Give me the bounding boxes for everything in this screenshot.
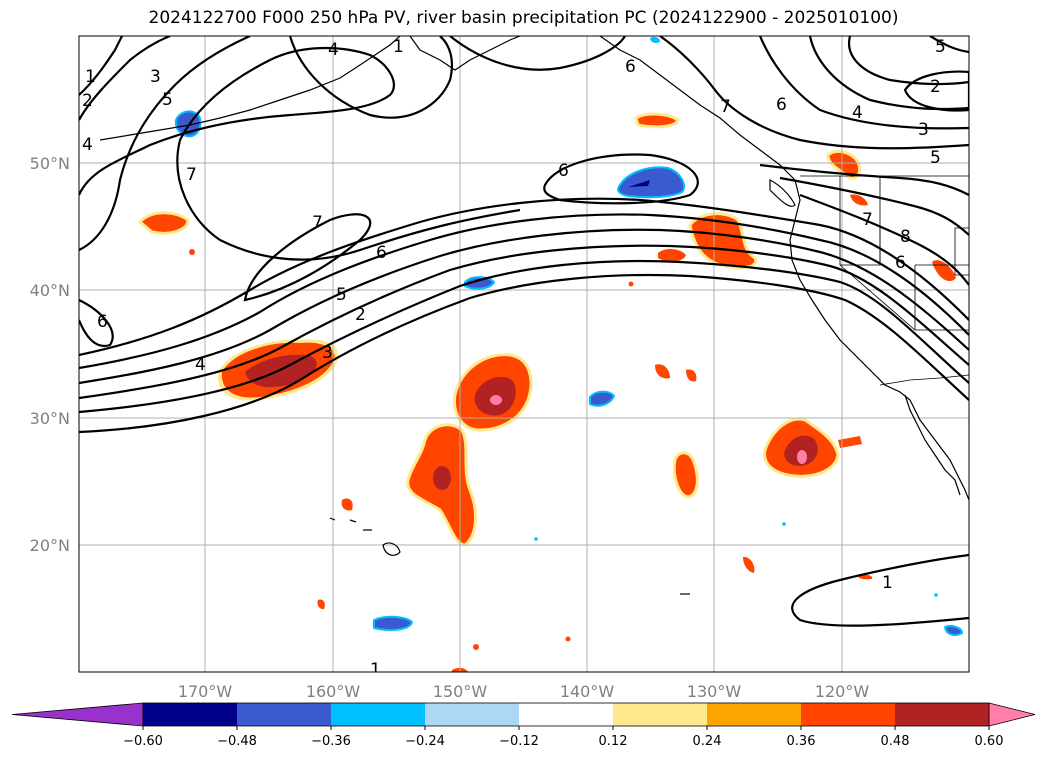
colorbar-tick-label: −0.24 bbox=[405, 734, 445, 749]
colorbar-segment bbox=[707, 703, 802, 726]
lon-label: 170°W bbox=[178, 682, 233, 701]
contour-label: 3 bbox=[918, 120, 929, 140]
lon-label: 160°W bbox=[306, 682, 361, 701]
colorbar-tick-label: −0.48 bbox=[217, 734, 257, 749]
map-content: 3 4 2 5 6 7 6 7 6 3 1 2 5 4 5 2 4 3 5 6 … bbox=[79, 36, 969, 680]
contour-label: 5 bbox=[930, 148, 941, 168]
colorbar-tick-label: −0.36 bbox=[311, 734, 351, 749]
lon-label: 130°W bbox=[687, 682, 742, 701]
contour-label: 7 bbox=[186, 165, 197, 185]
colorbar-tick-label: 0.12 bbox=[599, 734, 628, 749]
colorbar-extend-high bbox=[988, 702, 1036, 727]
contour-label: 5 bbox=[935, 37, 946, 57]
contour-label: 4 bbox=[195, 355, 206, 375]
contour-label: 1 bbox=[882, 573, 893, 593]
contour-label: 5 bbox=[336, 285, 347, 305]
colorbar-segment bbox=[801, 703, 896, 726]
colorbar-tick-label: 0.36 bbox=[787, 734, 816, 749]
lon-label: 150°W bbox=[433, 682, 488, 701]
lat-label: 50°N bbox=[30, 154, 70, 173]
gridlines bbox=[79, 36, 969, 672]
map-background bbox=[79, 36, 969, 672]
lat-label: 20°N bbox=[30, 536, 70, 555]
contour-label: 4 bbox=[852, 103, 863, 123]
colorbar-segment bbox=[331, 703, 426, 726]
contour-label: 4 bbox=[328, 40, 339, 60]
colorbar-tick-label: 0.60 bbox=[975, 734, 1004, 749]
longitude-labels: 170°W 160°W 150°W 140°W 130°W 120°W bbox=[178, 682, 870, 701]
contour-label: 6 bbox=[558, 161, 569, 181]
colorbar-segment bbox=[425, 703, 520, 726]
contour-label: 7 bbox=[720, 97, 731, 117]
contour-label: 7 bbox=[312, 213, 323, 233]
contour-label: 1 bbox=[393, 37, 404, 57]
contour-label: 6 bbox=[776, 95, 787, 115]
contour-label: 2 bbox=[355, 305, 366, 325]
contour-label: 8 bbox=[900, 227, 911, 247]
pv-contours bbox=[79, 36, 969, 627]
contour-label: 3 bbox=[322, 343, 333, 363]
contour-label: 5 bbox=[162, 90, 173, 110]
contour-label: 1 bbox=[370, 660, 381, 680]
latitude-labels: 50°N 40°N 30°N 20°N bbox=[30, 154, 70, 555]
contour-label: 6 bbox=[97, 312, 108, 332]
colorbar-extend-low bbox=[11, 702, 144, 727]
lat-label: 30°N bbox=[30, 409, 70, 428]
coastlines bbox=[99, 36, 969, 595]
contour-label: 4 bbox=[82, 135, 93, 155]
colorbar-tick-label: −0.12 bbox=[499, 734, 539, 749]
colorbar-frame bbox=[142, 702, 990, 727]
lon-label: 140°W bbox=[560, 682, 615, 701]
contour-label: 7 bbox=[862, 210, 873, 230]
contour-label: 6 bbox=[625, 57, 636, 77]
colorbar-tick-label: 0.48 bbox=[881, 734, 910, 749]
map-frame bbox=[78, 35, 970, 673]
contour-label: 6 bbox=[376, 243, 387, 263]
colorbar-segment bbox=[143, 703, 238, 726]
colorbar-segment bbox=[613, 703, 708, 726]
colorbar-tick-label: −0.60 bbox=[123, 734, 163, 749]
colorbar: −0.60 −0.48 −0.36 −0.24 −0.12 0.12 0.24 0.36 0.4… bbox=[11, 702, 1036, 749]
pv-contour-labels: 3 4 2 5 6 7 6 7 6 3 1 2 5 4 5 2 4 3 5 6 … bbox=[82, 37, 946, 680]
contour-label: 2 bbox=[930, 77, 941, 97]
lat-label: 40°N bbox=[30, 281, 70, 300]
lon-label: 120°W bbox=[815, 682, 870, 701]
contour-label: 3 bbox=[150, 67, 161, 87]
contour-label: 1 bbox=[85, 67, 96, 87]
contour-label: 6 bbox=[895, 253, 906, 273]
colorbar-segment bbox=[895, 703, 990, 726]
colorbar-tick-label: 0.24 bbox=[693, 734, 722, 749]
colorbar-segment bbox=[237, 703, 332, 726]
contour-label: 2 bbox=[82, 91, 93, 111]
precip-negative-areas bbox=[174, 37, 964, 636]
map-title: 2024122700 F000 250 hPa PV, river basin … bbox=[148, 8, 899, 28]
colorbar-segment bbox=[519, 703, 614, 726]
